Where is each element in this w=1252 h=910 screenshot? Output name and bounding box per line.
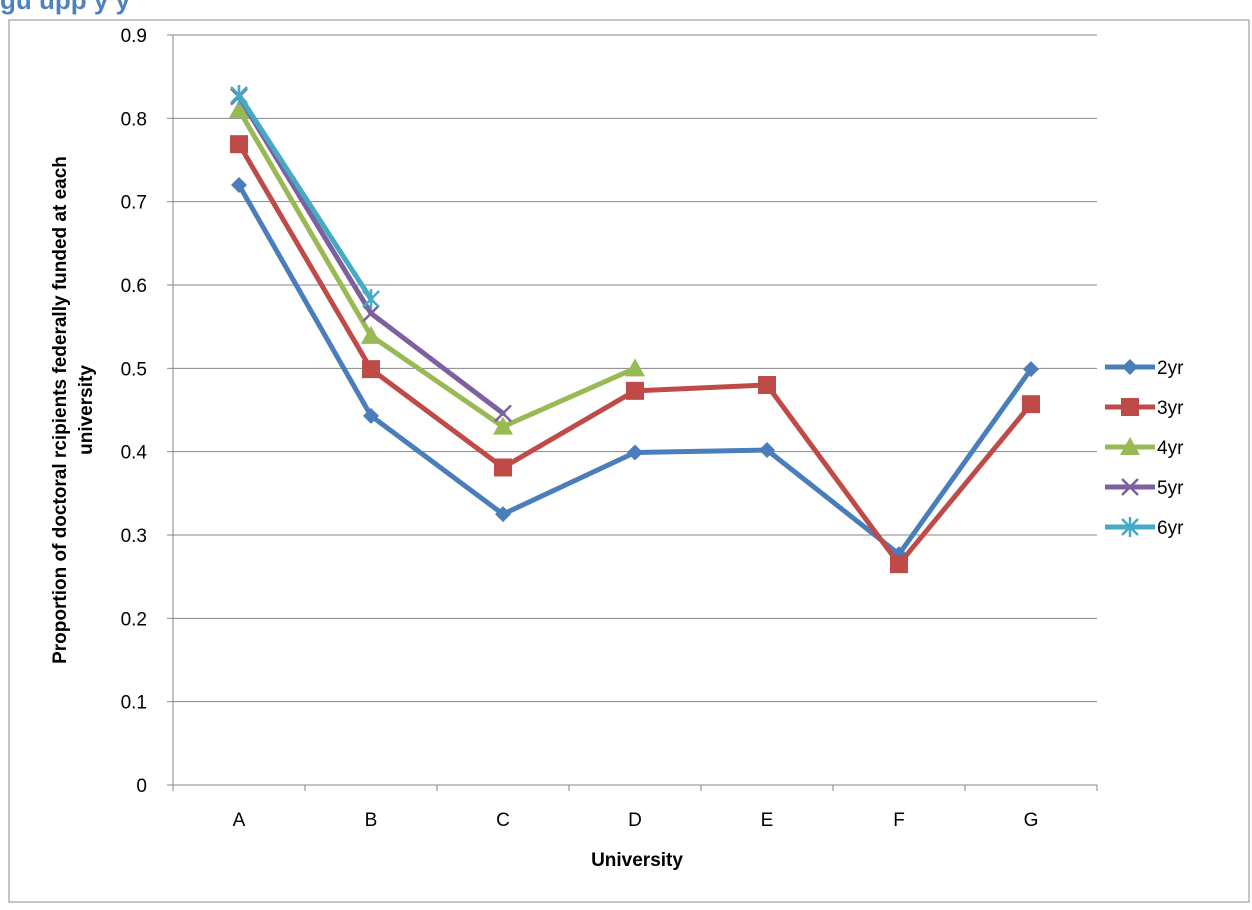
legend-item-6yr: 6yr xyxy=(1105,517,1184,539)
data-point-2yr-A xyxy=(231,177,247,193)
y-tick-label: 0.1 xyxy=(121,693,147,714)
x-tick-label: B xyxy=(365,810,378,831)
data-point-3yr-G xyxy=(1022,395,1040,414)
data-point-4yr-A xyxy=(229,100,249,118)
y-tick-label: 0.6 xyxy=(121,276,147,297)
chart-area-border xyxy=(8,19,1250,903)
legend-marker-4yr xyxy=(1120,437,1140,455)
y-tick-label: 0.3 xyxy=(121,526,147,547)
y-tick-label: 0 xyxy=(136,776,147,797)
legend-marker-6yr xyxy=(1121,517,1139,537)
data-point-5yr-B xyxy=(362,304,380,323)
legend-marker-3yr xyxy=(1121,398,1139,416)
y-tick-label: 0.9 xyxy=(121,26,147,47)
data-point-2yr-E xyxy=(759,442,775,458)
series-line-3yr xyxy=(236,141,1034,567)
data-point-2yr-D xyxy=(627,444,643,461)
data-point-2yr-C xyxy=(495,506,511,523)
data-point-6yr-A xyxy=(230,85,248,105)
data-point-3yr-B xyxy=(362,360,380,379)
y-tick-label: 0.7 xyxy=(121,193,147,214)
data-point-3yr-E xyxy=(758,376,776,394)
series-6yr xyxy=(230,85,380,310)
legend-label-4yr: 4yr xyxy=(1157,438,1184,459)
y-tick-label: 0.4 xyxy=(121,443,148,464)
x-tick-label: C xyxy=(496,810,510,831)
x-tick-label: A xyxy=(233,810,246,831)
x-tick-label: D xyxy=(628,810,642,831)
series-4yr xyxy=(229,100,645,435)
legend-label-3yr: 3yr xyxy=(1157,398,1184,419)
data-point-4yr-D xyxy=(625,358,645,377)
legend: 2yr 3yr 4yr 5yr 6yr xyxy=(1105,358,1184,539)
data-point-4yr-B xyxy=(361,325,381,344)
y-tick-label: 0.8 xyxy=(121,109,147,130)
x-tick-label: E xyxy=(761,810,774,831)
data-point-4yr-C xyxy=(493,416,513,435)
data-point-5yr-C xyxy=(494,404,512,423)
legend-item-2yr: 2yr xyxy=(1105,358,1184,379)
legend-label-5yr: 5yr xyxy=(1157,478,1184,499)
legend-label-6yr: 6yr xyxy=(1157,518,1184,539)
data-point-2yr-B xyxy=(363,407,379,424)
x-tick-label: G xyxy=(1024,810,1039,831)
series-3yr xyxy=(230,135,1040,574)
data-point-3yr-A xyxy=(230,135,248,154)
series-line-6yr xyxy=(236,92,374,302)
plot-area: 0 0.1 0.2 0.3 0.4 0.5 0.6 0.7 0.8 0.9 A B C D E F G xyxy=(121,26,1098,831)
y-tick-label: 0.5 xyxy=(121,359,147,380)
data-point-3yr-C xyxy=(494,458,512,477)
legend-marker-2yr xyxy=(1122,359,1138,375)
data-point-3yr-D xyxy=(626,381,644,400)
legend-marker-5yr xyxy=(1121,478,1139,496)
y-axis-title: Proportion of doctoral rcipients federal… xyxy=(50,156,97,664)
legend-item-4yr: 4yr xyxy=(1105,437,1184,459)
data-point-3yr-F xyxy=(890,555,908,574)
data-point-6yr-B xyxy=(362,289,380,310)
data-point-2yr-G xyxy=(1023,361,1039,378)
legend-item-5yr: 5yr xyxy=(1105,478,1184,499)
figure-heading-fragment: gu upp y y xyxy=(0,0,131,15)
legend-label-2yr: 2yr xyxy=(1157,358,1184,379)
x-axis-title: University xyxy=(591,850,683,871)
series-line-4yr xyxy=(236,107,638,430)
y-tick-label: 0.2 xyxy=(121,609,147,630)
x-tick-label: F xyxy=(893,810,905,831)
legend-item-3yr: 3yr xyxy=(1105,398,1184,419)
